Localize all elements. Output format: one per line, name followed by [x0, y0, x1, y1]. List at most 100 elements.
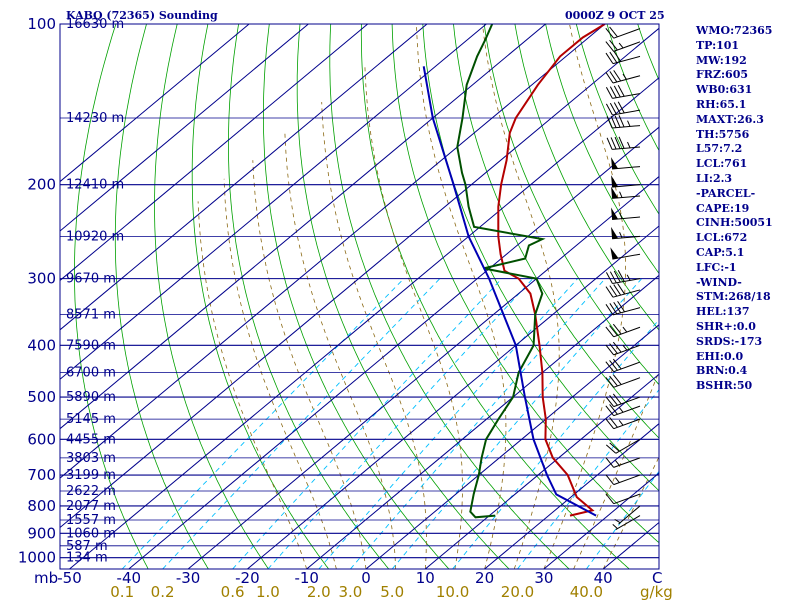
wind-barb: [605, 39, 641, 52]
dry-adiabat: [545, 24, 659, 275]
barb-flag: [609, 325, 618, 336]
barb-flag: [605, 27, 615, 39]
height-label: 14230 m: [66, 111, 124, 126]
moist-adiabat: [197, 201, 308, 569]
index-line: LCL:761: [696, 157, 748, 171]
pressure-label: 100: [27, 15, 56, 33]
wind-barb: [605, 493, 641, 505]
barb-staff: [612, 216, 641, 220]
barb-staff: [613, 377, 641, 388]
moist-adiabat: [252, 160, 367, 569]
barb-staff: [613, 457, 641, 468]
pressure-label: 500: [27, 388, 56, 406]
wind-barb: [605, 393, 641, 408]
x-axis-unit: C: [652, 569, 662, 587]
wind-barb: [605, 417, 641, 430]
index-line: HEL:137: [696, 305, 750, 319]
barb-staff: [612, 55, 641, 65]
index-line: L57:7.2: [696, 142, 743, 156]
barb-half-flag: [622, 326, 628, 333]
pressure-label: 1000: [18, 549, 56, 567]
barb-flag: [605, 377, 615, 388]
plot-frame: [59, 23, 660, 570]
mixing-ratio-label: 3.0: [338, 583, 362, 600]
indices-panel: WMO:72365 TP:101 MW:192 FRZ:605 WB0:631 RH:65…: [696, 24, 800, 394]
mixing-ratio-label: 5.0: [380, 583, 404, 600]
dry-adiabat: [191, 24, 329, 569]
barb-half-flag: [615, 460, 620, 466]
height-label: 10920 m: [66, 229, 124, 244]
barb-flag: [609, 102, 617, 115]
barb-flag: [613, 102, 621, 114]
dry-adiabat: [263, 24, 450, 569]
height-label: 5890 m: [66, 390, 116, 405]
wind-barb: [605, 70, 641, 84]
barb-staff: [613, 41, 641, 52]
barb-staff: [612, 278, 641, 284]
isotherm: [543, 472, 659, 569]
height-label: 2622 m: [66, 484, 116, 499]
barb-flag: [605, 344, 615, 356]
wind-barb: [605, 84, 641, 99]
mixing-ratio-line: [452, 319, 659, 569]
barb-flag: [605, 405, 615, 417]
moist-adiabat: [573, 370, 659, 569]
dry-adiabat: [329, 24, 570, 569]
height-label: 12410 m: [66, 178, 124, 193]
mixing-ratio-line: [232, 278, 503, 569]
height-label: 4455 m: [66, 432, 116, 447]
temperature-tick-label: -30: [176, 569, 201, 587]
temperature-tick-label: 0: [361, 569, 371, 587]
mixing-ratio-label: 20.0: [501, 583, 534, 600]
pressure-label: 700: [27, 466, 56, 484]
index-line: STM:268/18: [696, 290, 771, 304]
barb-staff: [613, 474, 641, 486]
barb-flag: [613, 50, 622, 62]
index-line: LI:2.3: [696, 171, 733, 185]
index-line: CAP:5.1: [696, 245, 745, 259]
pressure-label: 900: [27, 524, 56, 542]
barb-half-flag: [615, 477, 620, 483]
index-line: WB0:631: [696, 83, 753, 97]
barb-flag: [605, 418, 615, 430]
barb-flag: [613, 284, 622, 296]
isotherm: [60, 24, 250, 183]
wind-barb: [605, 358, 641, 373]
barb-pennant: [611, 207, 619, 220]
dry-adiabat: [422, 24, 659, 492]
pressure-label: 600: [27, 430, 56, 448]
temperature-tick-label: -50: [57, 569, 82, 587]
height-label: 1557 m: [66, 513, 116, 528]
wind-barb: [605, 270, 641, 284]
barb-staff: [613, 418, 641, 430]
wind-barb: [611, 186, 641, 199]
mixing-ratio-label: 40.0: [570, 583, 603, 600]
moist-adiabat: [364, 66, 463, 569]
mixing-ratio-line: [162, 278, 441, 569]
barb-flag: [605, 41, 615, 52]
barb-flag: [613, 301, 622, 314]
barb-half-flag: [626, 274, 631, 281]
barb-half-flag: [622, 344, 628, 351]
height-label: 7590 m: [66, 338, 116, 353]
isotherm: [60, 24, 546, 430]
isotherm: [424, 373, 659, 569]
barb-flag: [609, 39, 618, 51]
temperature-tick-label: 10: [416, 569, 435, 587]
isotherm: [60, 24, 606, 479]
height-label: 1060 m: [66, 526, 116, 541]
barb-staff: [612, 184, 641, 188]
barb-flag: [612, 393, 622, 405]
barb-flag: [609, 375, 618, 387]
moist-adiabat: [223, 178, 337, 569]
dewpoint-profile: [456, 24, 546, 519]
barb-flag: [609, 71, 618, 83]
wind-barb: [605, 404, 641, 417]
barb-staff: [613, 344, 641, 356]
barb-flag: [617, 84, 625, 97]
temperature-tick-label: -40: [117, 569, 142, 587]
barb-staff: [612, 289, 641, 298]
moist-adiabat: [602, 456, 659, 569]
index-line: SHR+:0.0: [696, 319, 756, 333]
isotherm: [128, 126, 659, 569]
